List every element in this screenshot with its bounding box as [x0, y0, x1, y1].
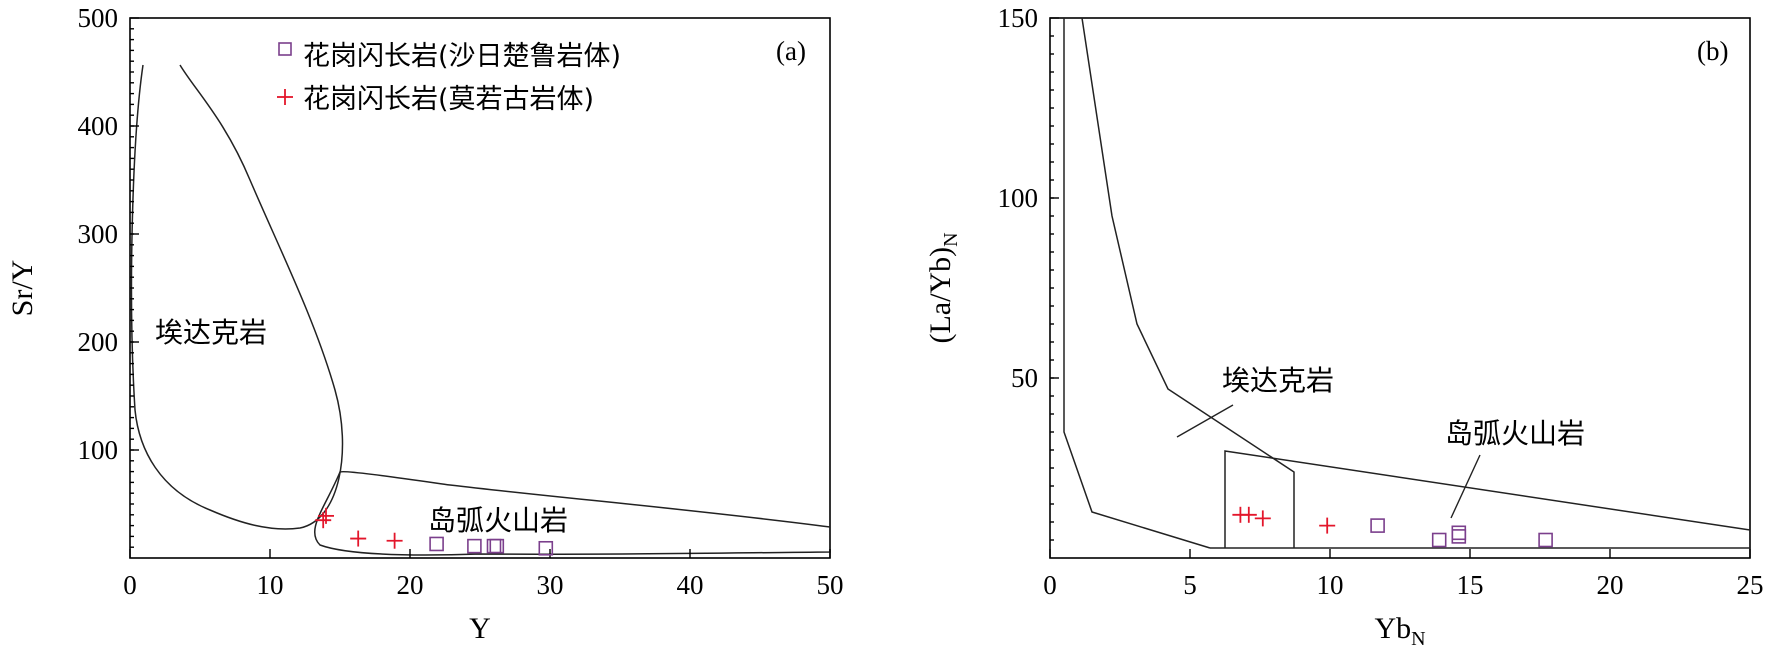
- island-arc-leader-line-b: [1450, 454, 1481, 519]
- y-tick-label-b: 50: [1011, 363, 1038, 393]
- x-tick-label-a: 20: [397, 570, 424, 600]
- adakite-leader-line-b: [1176, 404, 1234, 438]
- point-sharichulu-a: [486, 538, 502, 554]
- point-sharichulu-a: [429, 536, 444, 552]
- y-axis-label-a: Sr/Y: [6, 260, 39, 317]
- data-points-b: [1232, 506, 1553, 548]
- x-tick-label-b: 25: [1737, 570, 1764, 600]
- island-arc-field-label-a: 岛弧火山岩: [428, 504, 568, 537]
- adakite-field-boundary-b: [1063, 18, 1211, 549]
- ticks-b: 0 5 10 15 20 25 50 100 150: [998, 3, 1764, 600]
- point-moruogu-a: [350, 530, 367, 547]
- point-sharichulu-b: [1431, 532, 1447, 548]
- y-tick-label-a: 300: [78, 219, 119, 249]
- y-tick-label-b: 150: [998, 3, 1039, 33]
- x-tick-label-b: 10: [1317, 570, 1344, 600]
- y-tick-label-a: 500: [78, 3, 119, 33]
- x-tick-label-a: 30: [537, 570, 564, 600]
- panel-label-a: (a): [776, 36, 806, 66]
- adakite-field-label-a: 埃达克岩: [155, 316, 267, 349]
- point-sharichulu-a: [467, 538, 482, 554]
- y-tick-label-a: 200: [78, 327, 119, 357]
- point-moruogu-b: [1254, 510, 1271, 527]
- point-sharichulu-b: [1451, 529, 1467, 544]
- y-axis-label-b: (La/Yb)N: [924, 232, 962, 343]
- legend-square-marker: [278, 42, 292, 56]
- y-axis-label-b-main: (La/Yb): [924, 247, 957, 344]
- point-sharichulu-a: [489, 538, 505, 554]
- x-tick-label-a: 40: [677, 570, 704, 600]
- x-tick-label-b: 15: [1457, 570, 1484, 600]
- island-arc-field-label-b: 岛弧火山岩: [1445, 417, 1585, 450]
- data-points-a: [315, 507, 554, 556]
- x-tick-label-a: 50: [817, 570, 844, 600]
- island-arc-field-boundary-a: [314, 470, 831, 556]
- point-moruogu-b: [1319, 517, 1336, 534]
- point-sharichulu-a: [538, 540, 554, 556]
- x-tick-label-a: 0: [123, 570, 137, 600]
- legend: 花岗闪长岩(沙日楚鲁岩体) 花岗闪长岩(莫若古岩体): [277, 41, 621, 115]
- island-arc-field-boundary-b: [1224, 450, 1751, 548]
- legend-plus-marker: [277, 89, 293, 105]
- point-moruogu-a: [318, 507, 334, 524]
- point-moruogu-a: [386, 532, 403, 549]
- ticks-a: 0 10 20 30 40 50 100 200 300 400 500: [78, 3, 844, 600]
- x-axis-label-b: YbN: [1374, 612, 1425, 647]
- y-tick-label-a: 400: [78, 111, 119, 141]
- point-moruogu-a: [315, 512, 332, 529]
- x-tick-label-b: 0: [1043, 570, 1057, 600]
- x-tick-label-b: 5: [1183, 570, 1197, 600]
- y-tick-label-b: 100: [998, 183, 1039, 213]
- point-moruogu-b: [1240, 506, 1257, 523]
- adakite-field-label-b: 埃达克岩: [1222, 364, 1334, 397]
- legend-label-sharichulu: 花岗闪长岩(沙日楚鲁岩体): [303, 41, 621, 72]
- point-sharichulu-b: [1451, 525, 1467, 541]
- point-sharichulu-b: [1370, 518, 1385, 533]
- legend-label-moruogu: 花岗闪长岩(莫若古岩体): [303, 84, 594, 115]
- x-axis-label-b-main: Yb: [1374, 612, 1411, 645]
- x-tick-label-b: 20: [1597, 570, 1624, 600]
- x-axis-label-a: Y: [469, 612, 491, 645]
- point-sharichulu-b: [1538, 532, 1553, 548]
- panel-a: 埃达克岩 岛弧火山岩 (a) Y Sr/Y 0 10 20 30 40 50 100 200 3…: [6, 3, 844, 645]
- y-tick-label-a: 100: [78, 435, 119, 465]
- x-axis-label-b-sub: N: [1411, 628, 1425, 647]
- adakite-field-boundary-a: [130, 64, 344, 530]
- panel-b: 埃达克岩 岛弧火山岩 (b) YbN (La/Yb)N 0 5 10 15 20 2550…: [924, 3, 1764, 647]
- y-axis-label-b-sub: N: [940, 232, 962, 246]
- x-tick-label-a: 10: [257, 570, 284, 600]
- adakite-field-inner-boundary-b: [1081, 17, 1295, 548]
- panel-label-b: (b): [1697, 36, 1728, 66]
